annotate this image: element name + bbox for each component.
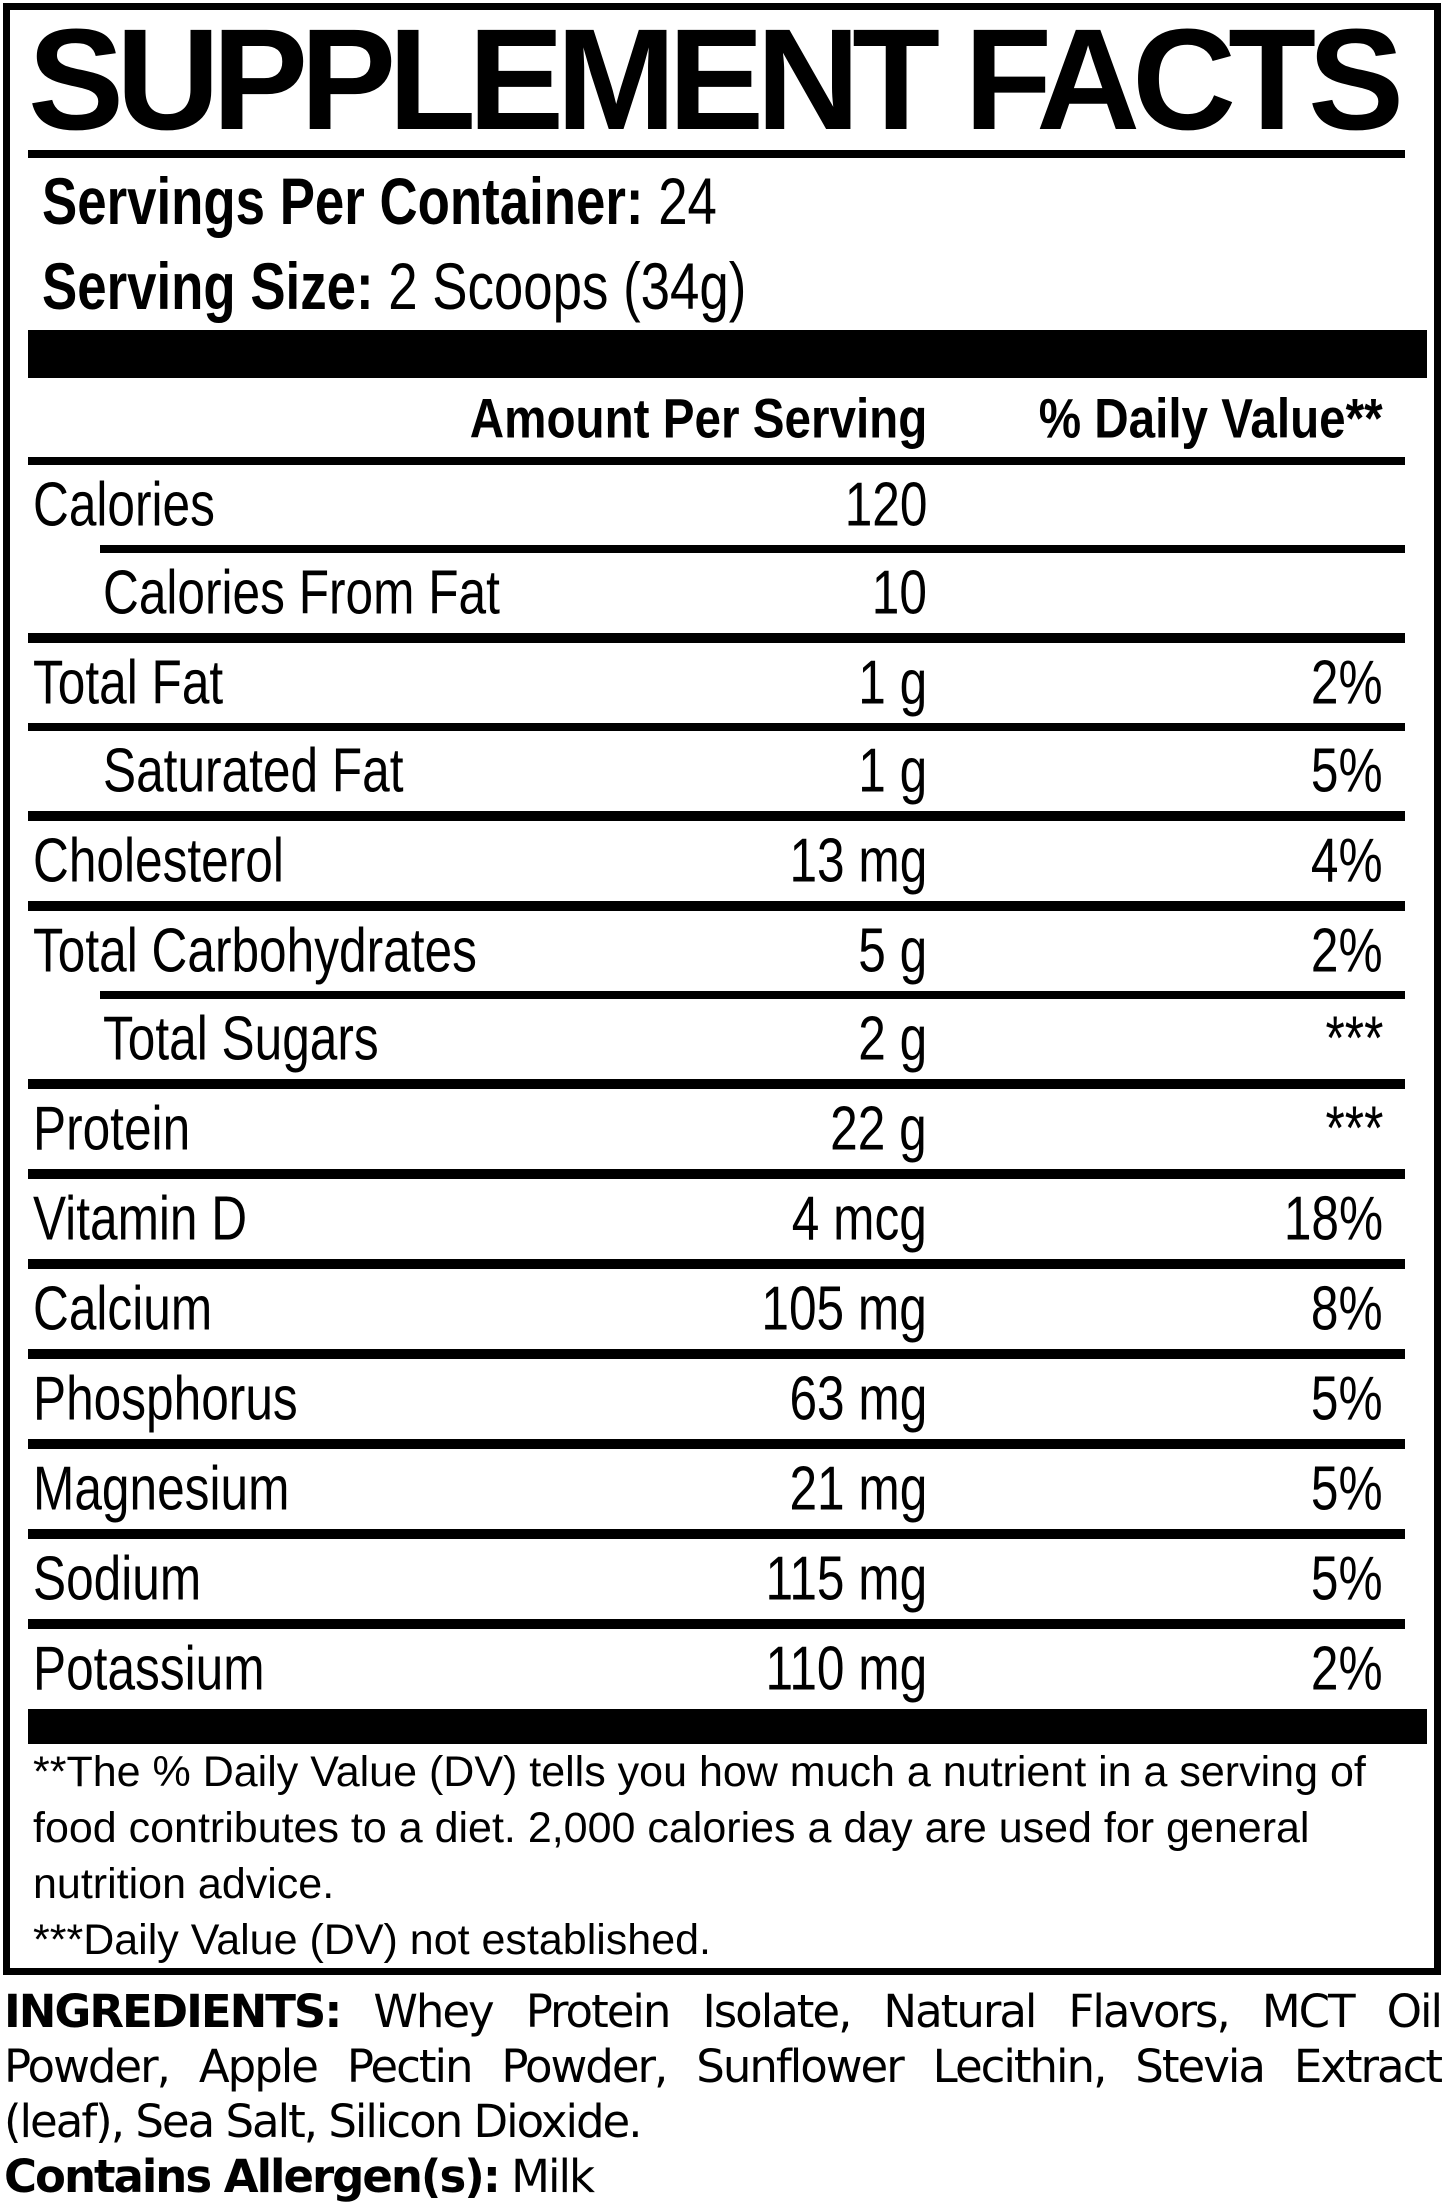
nutrient-name: Protein	[33, 1094, 191, 1164]
nutrient-name: Potassium	[33, 1634, 265, 1704]
panel-title: SUPPLEMENT FACTS	[28, 3, 1404, 160]
servings-per-container-line: Servings Per Container: 24	[28, 158, 1405, 243]
nutrient-name: Phosphorus	[33, 1364, 298, 1434]
ingredients-paragraph: INGREDIENTS: Whey Protein Isolate, Natur…	[4, 1984, 1443, 2149]
table-row: Protein 22 g ***	[28, 1089, 1405, 1169]
nutrient-amount: 13 mg	[789, 826, 927, 896]
nutrient-dv: 8%	[1311, 1274, 1383, 1344]
nutrient-name: Vitamin D	[33, 1184, 248, 1254]
nutrient-dv: ***	[1325, 1094, 1383, 1164]
nutrient-amount: 10	[871, 558, 927, 628]
table-row: Total Sugars 2 g ***	[28, 999, 1405, 1079]
nutrient-dv: 5%	[1311, 1364, 1383, 1434]
table-row: Saturated Fat 1 g 5%	[28, 731, 1405, 811]
nutrient-dv: 2%	[1311, 1634, 1383, 1704]
top-section-bar	[28, 330, 1427, 378]
nutrient-name: Calories	[33, 470, 215, 540]
nutrient-amount: 22 g	[830, 1094, 927, 1164]
title-rule	[28, 150, 1405, 158]
row-divider	[28, 811, 1405, 821]
row-divider	[28, 1079, 1405, 1089]
nutrient-amount: 120	[844, 470, 927, 540]
table-row: Calories 120	[28, 465, 1405, 545]
table-row: Magnesium 21 mg 5%	[28, 1449, 1405, 1529]
servings-per-container-label: Servings Per Container:	[42, 163, 644, 238]
row-divider	[28, 633, 1405, 643]
serving-size-label: Serving Size:	[42, 248, 374, 323]
supplement-facts-panel: SUPPLEMENT FACTS Servings Per Container:…	[3, 3, 1441, 1975]
amount-per-serving-header: Amount Per Serving	[469, 386, 927, 449]
nutrient-amount: 21 mg	[789, 1454, 927, 1524]
nutrient-amount: 1 g	[858, 736, 927, 806]
nutrient-dv: 4%	[1311, 826, 1383, 896]
row-divider	[28, 1439, 1405, 1449]
nutrient-name: Saturated Fat	[103, 736, 404, 806]
nutrient-name: Calories From Fat	[103, 558, 500, 628]
table-row: Cholesterol 13 mg 4%	[28, 821, 1405, 901]
nutrient-name: Total Fat	[33, 648, 224, 718]
nutrient-dv: 5%	[1311, 1454, 1383, 1524]
nutrient-name: Sodium	[33, 1544, 202, 1614]
serving-size-line: Serving Size: 2 Scoops (34g)	[28, 243, 1405, 328]
nutrient-amount: 1 g	[858, 648, 927, 718]
nutrient-amount: 4 mcg	[791, 1184, 927, 1254]
nutrient-dv: 5%	[1311, 1544, 1383, 1614]
table-row: Vitamin D 4 mcg 18%	[28, 1179, 1405, 1259]
ingredients-list: Whey Protein Isolate, Natural Flavors, M…	[4, 1985, 1443, 2148]
nutrient-dv: 18%	[1283, 1184, 1383, 1254]
nutrient-name: Total Carbohydrates	[33, 916, 477, 986]
row-divider	[28, 901, 1405, 911]
row-divider	[100, 991, 1405, 999]
serving-size-value: 2 Scoops (34g)	[388, 248, 747, 323]
nutrient-amount: 110 mg	[765, 1634, 927, 1704]
table-row: Phosphorus 63 mg 5%	[28, 1359, 1405, 1439]
nutrient-amount: 115 mg	[765, 1544, 927, 1614]
table-row: Sodium 115 mg 5%	[28, 1539, 1405, 1619]
table-row: Total Fat 1 g 2%	[28, 643, 1405, 723]
daily-value-header: % Daily Value**	[1039, 386, 1383, 449]
allergen-value: Milk	[511, 2150, 595, 2203]
row-divider	[28, 723, 1405, 731]
nutrient-amount: 63 mg	[789, 1364, 927, 1434]
table-row: Potassium 110 mg 2%	[28, 1629, 1405, 1709]
nutrient-name: Calcium	[33, 1274, 213, 1344]
allergen-label: Contains Allergen(s):	[4, 2150, 501, 2203]
not-established-footnote: ***Daily Value (DV) not established.	[33, 1916, 711, 1964]
ingredients-label: INGREDIENTS:	[4, 1985, 342, 2038]
nutrient-name: Cholesterol	[33, 826, 284, 896]
servings-per-container-value: 24	[658, 163, 717, 238]
nutrient-name: Magnesium	[33, 1454, 290, 1524]
row-divider	[28, 1529, 1405, 1539]
footnote-section-bar	[28, 1709, 1427, 1744]
nutrient-dv: 2%	[1311, 648, 1383, 718]
daily-value-footnote: **The % Daily Value (DV) tells you how m…	[33, 1748, 1366, 1908]
nutrient-dv: 2%	[1311, 916, 1383, 986]
header-divider	[28, 457, 1405, 465]
row-divider	[28, 1259, 1405, 1269]
nutrient-amount: 2 g	[858, 1004, 927, 1074]
table-column-headers: Amount Per Serving % Daily Value**	[28, 378, 1405, 457]
allergen-line: Contains Allergen(s): Milk	[4, 2149, 1441, 2204]
row-divider	[28, 1619, 1405, 1629]
ingredients-section: INGREDIENTS: Whey Protein Isolate, Natur…	[4, 1984, 1443, 2204]
nutrient-amount: 5 g	[858, 916, 927, 986]
table-row: Calcium 105 mg 8%	[28, 1269, 1405, 1349]
row-divider	[28, 1349, 1405, 1359]
table-row: Calories From Fat 10	[28, 553, 1405, 633]
nutrient-dv: ***	[1325, 1004, 1383, 1074]
row-divider	[28, 1169, 1405, 1179]
nutrient-name: Total Sugars	[103, 1004, 379, 1074]
table-row: Total Carbohydrates 5 g 2%	[28, 911, 1405, 991]
row-divider	[100, 545, 1405, 553]
nutrient-dv: 5%	[1311, 736, 1383, 806]
nutrient-amount: 105 mg	[761, 1274, 927, 1344]
